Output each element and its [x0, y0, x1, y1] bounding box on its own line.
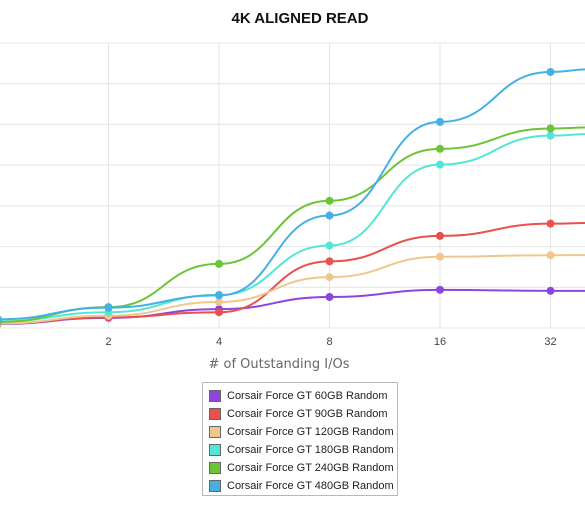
data-point[interactable]: [546, 286, 555, 295]
series-6: [0, 68, 585, 323]
grid-lines: [0, 42, 585, 329]
series-2: [0, 219, 585, 327]
data-point[interactable]: [215, 298, 223, 307]
x-tick-label: 32: [544, 336, 556, 348]
series-line: [0, 126, 585, 323]
chart-title: 4K ALIGNED READ: [232, 10, 369, 27]
x-tick-label: 4: [216, 336, 222, 348]
data-point[interactable]: [325, 241, 334, 250]
data-point[interactable]: [325, 211, 334, 220]
data-point[interactable]: [215, 259, 223, 268]
data-point[interactable]: [546, 251, 555, 260]
data-point[interactable]: [104, 303, 113, 312]
data-point[interactable]: [325, 196, 334, 205]
data-point[interactable]: [215, 308, 223, 317]
data-point[interactable]: [436, 285, 444, 294]
data-point[interactable]: [546, 219, 555, 228]
legend: Corsair Force GT 60GB Random Corsair Forc…: [202, 382, 398, 496]
legend-label: Corsair Force GT 240GB Random: [227, 462, 394, 474]
legend-item[interactable]: Corsair Force GT 180GB Random: [209, 441, 397, 459]
series-line: [0, 133, 585, 323]
data-point[interactable]: [436, 144, 444, 153]
data-point[interactable]: [436, 117, 444, 126]
legend-swatch: [209, 426, 221, 438]
x-tick-label: 16: [434, 336, 446, 348]
data-point[interactable]: [0, 315, 2, 323]
x-tick-label: 2: [105, 336, 111, 348]
legend-label: Corsair Force GT 90GB Random: [227, 408, 388, 420]
data-point[interactable]: [546, 124, 555, 133]
data-point[interactable]: [325, 292, 334, 301]
series-3: [0, 251, 585, 327]
legend-label: Corsair Force GT 60GB Random: [227, 390, 388, 402]
data-point[interactable]: [546, 131, 555, 140]
data-point[interactable]: [436, 160, 444, 169]
legend-label: Corsair Force GT 120GB Random: [227, 426, 394, 438]
series-line: [0, 288, 585, 325]
legend-item[interactable]: Corsair Force GT 120GB Random: [209, 423, 397, 441]
data-point[interactable]: [215, 291, 223, 300]
legend-item[interactable]: Corsair Force GT 90GB Random: [209, 405, 397, 423]
legend-swatch: [209, 480, 221, 492]
legend-swatch: [209, 462, 221, 474]
data-point[interactable]: [325, 273, 334, 282]
x-axis-ticks: 2 4 8 16 32: [105, 336, 556, 348]
legend-item[interactable]: Corsair Force GT 240GB Random: [209, 459, 397, 477]
data-point[interactable]: [325, 257, 334, 266]
series-group: [0, 68, 585, 328]
legend-label: Corsair Force GT 180GB Random: [227, 444, 394, 456]
legend-swatch: [209, 390, 221, 402]
legend-swatch: [209, 444, 221, 456]
legend-swatch: [209, 408, 221, 420]
series-1: [0, 285, 585, 328]
x-tick-label: 8: [326, 336, 332, 348]
series-5: [0, 124, 585, 326]
x-axis-label: # of Outstanding I/Os: [208, 357, 349, 372]
data-point[interactable]: [436, 231, 444, 240]
legend-item[interactable]: Corsair Force GT 60GB Random: [209, 387, 397, 405]
data-point[interactable]: [436, 252, 444, 261]
legend-label: Corsair Force GT 480GB Random: [227, 480, 394, 492]
data-point[interactable]: [546, 68, 555, 77]
legend-item[interactable]: Corsair Force GT 480GB Random: [209, 477, 397, 495]
